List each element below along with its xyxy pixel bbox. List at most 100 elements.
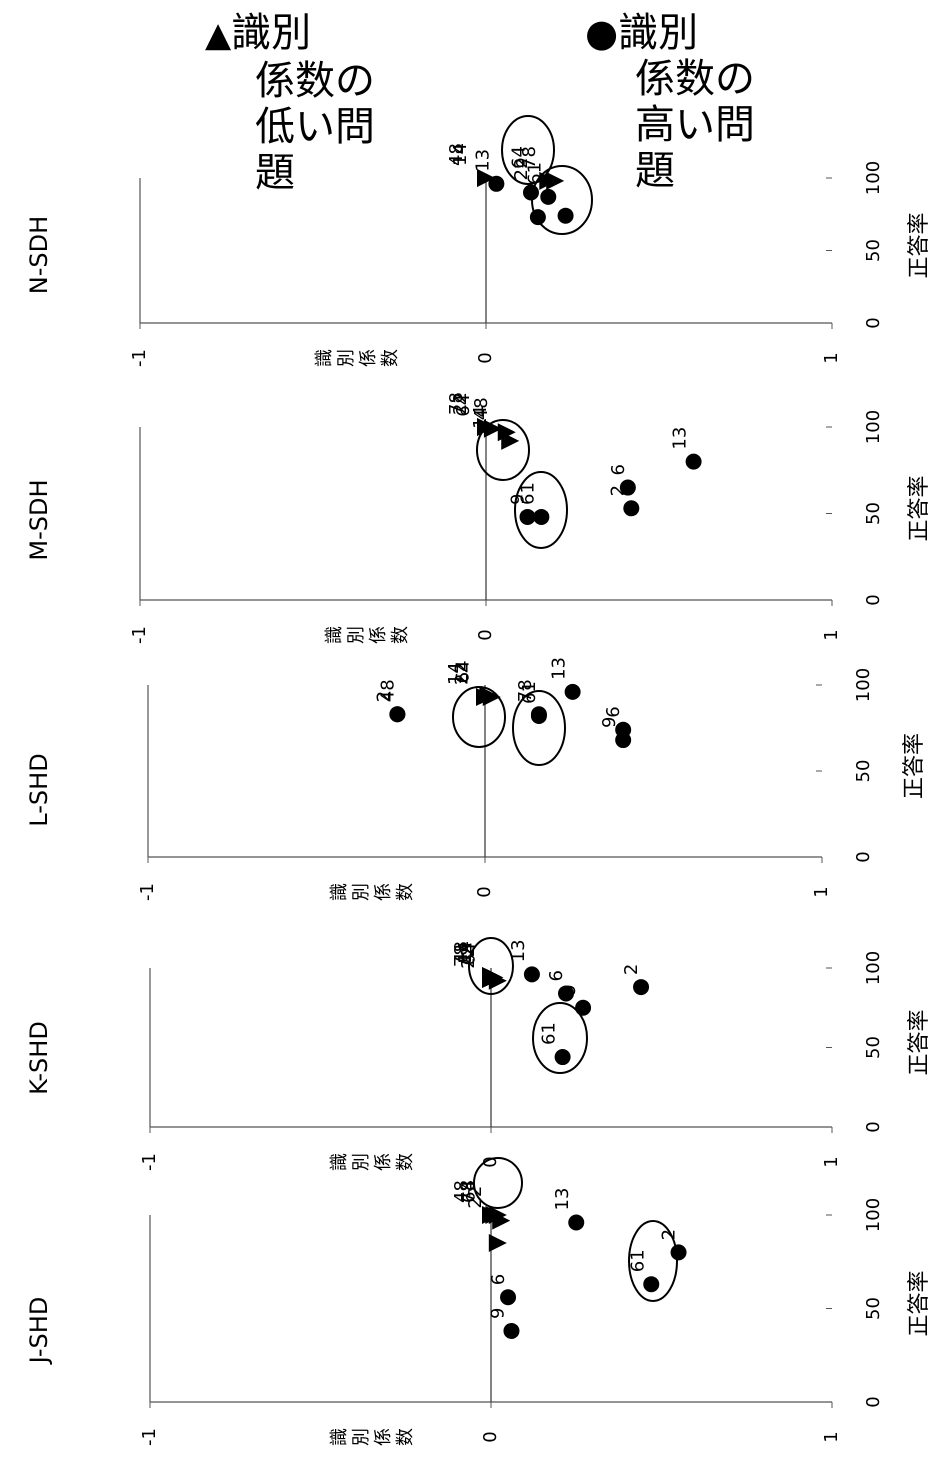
y-axis-label-char: 識 [329,1153,350,1171]
x-tick-label: 50 [853,760,874,783]
data-point-circle [524,966,540,982]
chart-title: M-SDH [25,479,53,560]
x-tick-label: 0 [863,1121,884,1132]
x-tick-label: 50 [863,239,884,262]
data-label: 61 [517,482,538,505]
data-point-circle [643,1276,659,1292]
data-label: 14 [450,143,471,166]
data-point-circle [671,1244,687,1260]
data-point-triangle [489,1234,507,1252]
y-tick-label: -1 [137,883,158,901]
data-label: 2 [621,964,642,975]
data-point-circle [633,979,649,995]
legend-high-line-3: 高い問 [585,102,755,148]
data-label: 13 [472,149,493,172]
legend-low: ▲識別 係数の 低い問 題 [205,10,375,196]
data-label: 9 [559,984,580,995]
y-axis-label-char: 数 [390,626,411,644]
data-label: 2 [607,485,628,496]
x-axis-label: 正答率 [907,1009,932,1075]
data-point-circle [500,1289,516,1305]
x-tick-label: 0 [863,317,884,328]
y-axis-label-char: 識 [329,1428,350,1446]
x-axis-label: 正答率 [907,1270,932,1336]
legend-low-line-2: 係数の [205,58,375,104]
data-point-circle [568,1214,584,1230]
data-label: 6 [546,970,567,981]
y-axis-label-char: 係 [358,349,379,367]
data-point-circle [488,176,504,192]
x-tick-label: 0 [863,1396,884,1407]
triangle-icon: ▲ [205,15,231,55]
x-axis-label: 正答率 [907,212,932,278]
y-axis-label-char: 係 [368,626,389,644]
data-label: 22 [465,1186,486,1209]
y-axis-label-char: 別 [336,349,357,367]
data-label: 13 [552,1188,573,1211]
data-label: 61 [627,1249,648,1272]
x-tick-label: 0 [863,594,884,605]
x-tick-label: 100 [853,668,874,702]
data-label: 61 [519,681,540,704]
x-tick-label: 50 [863,1036,884,1059]
y-tick-label: 1 [821,1156,842,1167]
y-axis-label-char: 別 [351,1428,372,1446]
y-tick-label: 1 [821,1431,842,1442]
legend-low-line-4: 題 [205,150,375,196]
y-axis-label-char: 別 [346,626,367,644]
chart-title: J-SHD [25,1297,53,1366]
data-point-circle [520,509,536,525]
x-tick-label: 0 [853,851,874,862]
y-tick-label: -1 [139,1428,160,1446]
y-tick-label: 0 [480,1431,501,1442]
data-point-circle [558,208,574,224]
legend-low-line-1: 識別 [231,10,311,56]
y-axis-label-char: 数 [395,1428,416,1446]
data-label: 6 [608,464,629,475]
data-point-circle [565,684,581,700]
y-axis-label-char: 数 [395,1153,416,1171]
data-label: 48 [377,679,398,702]
y-axis-label-char: 係 [373,883,394,901]
data-point-circle [530,209,546,225]
data-label: 22 [458,946,479,969]
data-point-triangle [546,172,564,190]
y-axis-label-char: 数 [380,349,401,367]
y-axis-label-char: 別 [351,883,372,901]
x-tick-label: 50 [863,1297,884,1320]
data-label: 13 [549,657,570,680]
y-tick-label: -1 [129,626,150,644]
data-point-circle [540,189,556,205]
data-point-circle [533,509,549,525]
circle-icon: ● [585,11,618,55]
data-point-circle [531,708,547,724]
data-label: 6 [603,706,624,717]
data-point-circle [575,1000,591,1016]
data-point-circle [555,1049,571,1065]
y-tick-label: -1 [139,1153,160,1171]
data-label: 61 [524,162,545,185]
y-tick-label: 1 [811,886,832,897]
data-label: 6 [488,1274,509,1285]
legend-high-line-4: 題 [585,148,755,194]
y-tick-label: 1 [821,352,842,363]
chart-title: N-SDH [25,216,53,294]
legend-low-line-3: 低い問 [205,104,375,150]
y-axis-label-char: 識 [314,349,335,367]
legend-high-line-1: 識別 [618,10,698,56]
data-point-circle [615,732,631,748]
y-tick-label: 0 [474,886,495,897]
x-axis-label: 正答率 [902,733,927,799]
y-axis-label-char: 識 [329,883,350,901]
data-label: 61 [539,1022,560,1045]
data-label: 9 [599,717,620,728]
chart-title: L-SHD [25,753,53,826]
data-point-circle [503,1323,519,1339]
data-label: 22 [452,662,473,685]
y-tick-label: 0 [475,629,496,640]
data-point-circle [686,454,702,470]
data-label: 13 [508,939,529,962]
x-axis-label: 正答率 [907,475,932,541]
y-tick-label: 0 [475,352,496,363]
